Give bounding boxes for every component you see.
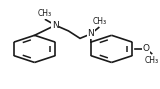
Text: N: N [52, 21, 59, 30]
Text: O: O [142, 44, 149, 53]
Text: N: N [87, 29, 94, 38]
Text: CH₃: CH₃ [145, 56, 159, 65]
Text: CH₃: CH₃ [38, 9, 52, 18]
Text: CH₃: CH₃ [92, 17, 107, 26]
